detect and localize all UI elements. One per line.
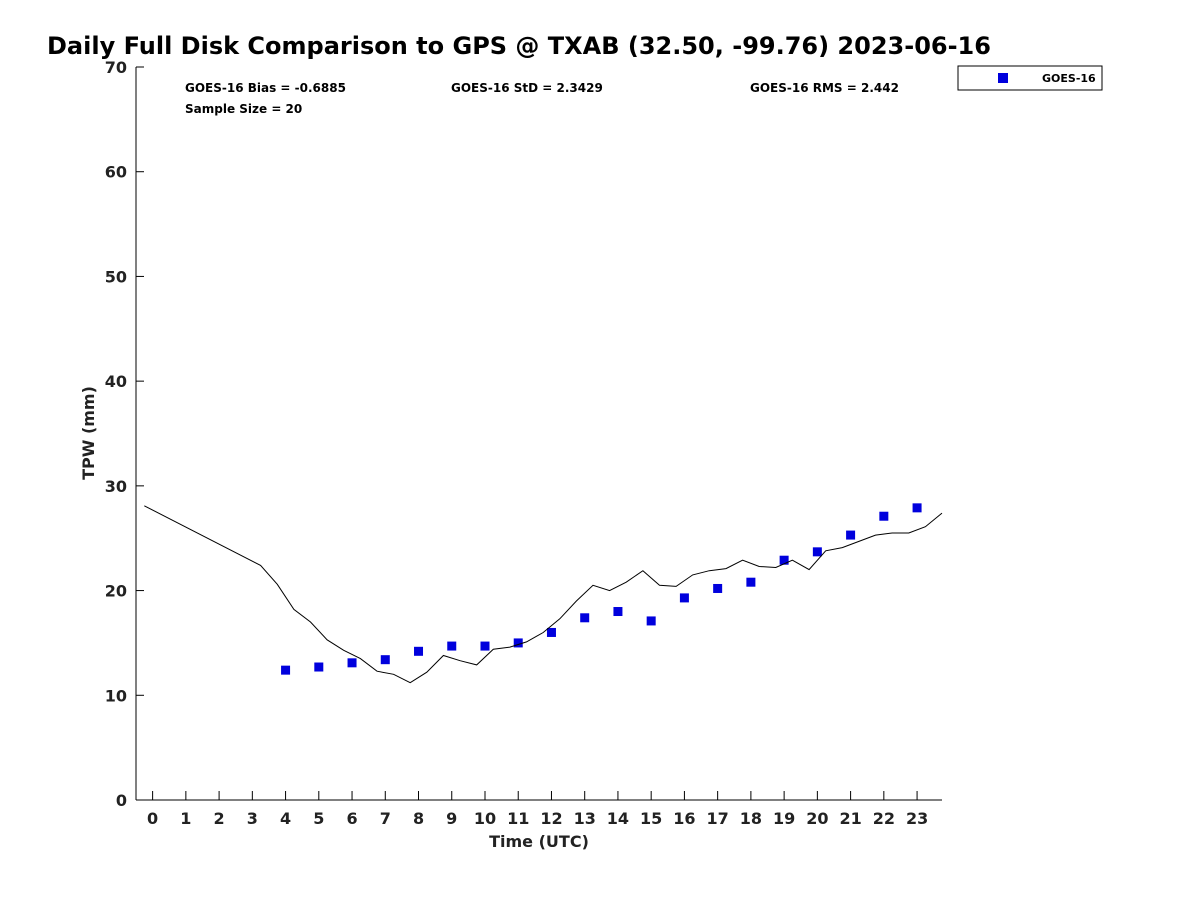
goes16-point <box>580 613 590 623</box>
x-tick-label: 23 <box>906 809 928 828</box>
x-tick-label: 16 <box>673 809 695 828</box>
x-tick-label: 9 <box>446 809 457 828</box>
series-layer <box>144 503 943 684</box>
goes16-point <box>513 638 523 648</box>
legend-marker-goes16 <box>998 73 1008 83</box>
x-tick-label: 12 <box>540 809 562 828</box>
x-tick-label: 4 <box>280 809 291 828</box>
bias-stat: GOES-16 Bias = -0.6885 <box>185 81 346 95</box>
legend-label-goes16: GOES-16 <box>1042 72 1096 85</box>
goes16-point <box>646 616 656 626</box>
x-tick-label: 17 <box>707 809 729 828</box>
gps-line <box>144 505 943 684</box>
goes16-point <box>613 607 623 617</box>
y-tick-label: 0 <box>116 791 127 810</box>
y-tick-label: 60 <box>105 163 127 182</box>
x-tick-label: 0 <box>147 809 158 828</box>
goes16-point <box>480 641 490 651</box>
goes16-point <box>314 662 324 672</box>
goes16-point <box>812 547 822 557</box>
goes16-point <box>779 555 789 565</box>
y-axis-ticks: 0 10 20 30 40 50 60 70 <box>105 58 144 810</box>
chart-title: Daily Full Disk Comparison to GPS @ TXAB… <box>47 32 991 60</box>
x-tick-label: 13 <box>574 809 596 828</box>
goes16-point <box>846 530 856 540</box>
x-axis-ticks: 0 1 2 3 4 5 6 7 8 9 10 11 12 13 14 15 16 17 18 19 20 21 22 23 <box>147 791 928 828</box>
goes16-point <box>546 627 556 637</box>
x-tick-label: 5 <box>313 809 324 828</box>
x-tick-label: 22 <box>873 809 895 828</box>
sample-size-stat: Sample Size = 20 <box>185 102 302 116</box>
std-stat: GOES-16 StD = 2.3429 <box>451 81 603 95</box>
x-tick-label: 7 <box>380 809 391 828</box>
legend-box <box>957 65 1103 91</box>
goes16-point <box>447 641 457 651</box>
plot-area <box>136 67 942 800</box>
x-tick-label: 1 <box>180 809 191 828</box>
x-tick-label: 18 <box>740 809 762 828</box>
y-tick-label: 50 <box>105 267 127 286</box>
goes16-point <box>879 511 889 521</box>
goes16-point <box>347 658 357 668</box>
goes16-point <box>380 655 390 665</box>
x-tick-label: 15 <box>640 809 662 828</box>
goes16-point <box>713 583 723 593</box>
goes16-point <box>746 577 756 587</box>
x-tick-label: 19 <box>773 809 795 828</box>
x-axis-label: Time (UTC) <box>489 832 589 851</box>
x-tick-label: 11 <box>507 809 529 828</box>
x-tick-label: 6 <box>346 809 357 828</box>
legend: GOES-16 <box>957 65 1103 91</box>
x-tick-label: 14 <box>607 809 629 828</box>
goes16-point <box>414 646 424 656</box>
x-tick-label: 3 <box>247 809 258 828</box>
y-tick-label: 40 <box>105 372 127 391</box>
goes16-point <box>281 665 291 675</box>
x-tick-label: 8 <box>413 809 424 828</box>
goes16-point <box>679 593 689 603</box>
y-tick-label: 70 <box>105 58 127 77</box>
x-tick-label: 20 <box>806 809 828 828</box>
x-tick-label: 21 <box>839 809 861 828</box>
goes16-point <box>912 503 922 513</box>
rms-stat: GOES-16 RMS = 2.442 <box>750 81 899 95</box>
y-tick-label: 20 <box>105 582 127 601</box>
x-tick-label: 2 <box>214 809 225 828</box>
x-tick-label: 10 <box>474 809 496 828</box>
y-axis-label: TPW (mm) <box>79 386 98 480</box>
y-tick-label: 10 <box>105 686 127 705</box>
y-tick-label: 30 <box>105 477 127 496</box>
